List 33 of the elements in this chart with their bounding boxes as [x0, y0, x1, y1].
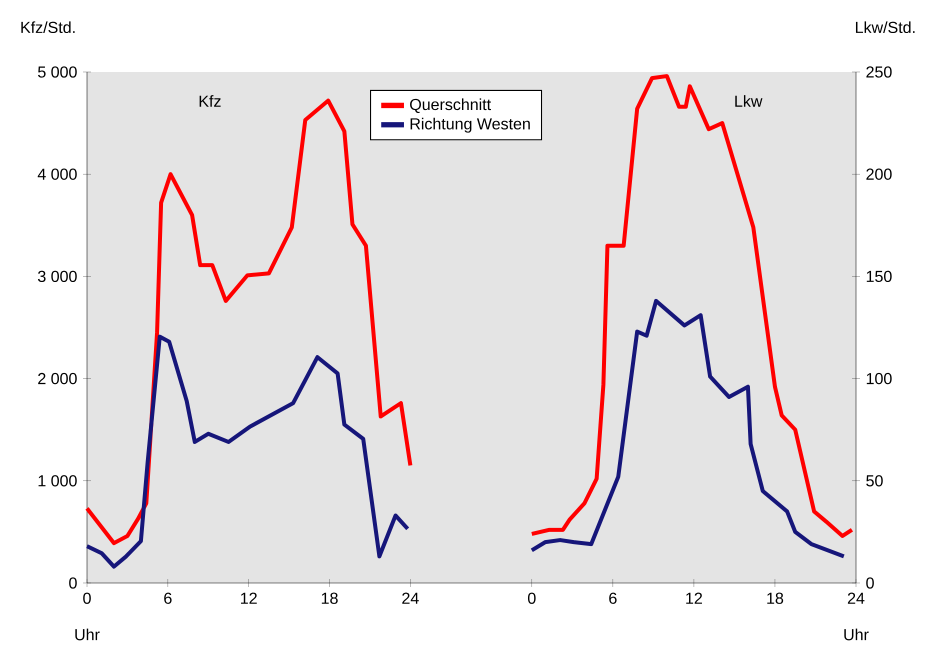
line-series: [530, 74, 854, 538]
y-tick-label: 5 000: [38, 66, 77, 78]
y2-axis-title: Lkw/Std.: [856, 21, 915, 34]
legend-label: Querschnitt: [410, 98, 491, 114]
line-series: [85, 334, 410, 569]
x-tick-label: 0: [528, 592, 536, 604]
y2-tick-label: 0: [866, 577, 874, 589]
x-tick-label: 18: [767, 592, 784, 604]
y2-tick-label: 150: [866, 270, 892, 282]
y2-tick-label: 250: [866, 66, 892, 78]
x-tick-label: 12: [686, 592, 702, 604]
y-tick-label: 3 000: [38, 270, 77, 282]
x-tick-label: 0: [83, 592, 91, 604]
text: Kfz: [200, 95, 221, 107]
y2-tick-label: 100: [866, 372, 892, 384]
y-tick-label: 4 000: [38, 168, 77, 180]
y-tick-label: 1 000: [38, 475, 77, 486]
x-axis-title: Uhr: [844, 628, 869, 640]
y-tick-label: 2 000: [38, 372, 77, 384]
x-tick-label: 12: [241, 592, 257, 604]
y-axis-title: Kfz/Std.: [21, 21, 75, 34]
line-series: [530, 298, 846, 558]
legend-label: Richtung Westen: [410, 118, 530, 133]
x-tick-label: 6: [609, 592, 617, 604]
x-tick-label: 6: [164, 592, 172, 604]
x-axis-title: Uhr: [75, 628, 100, 640]
y2-tick-label: 50: [866, 475, 883, 486]
y2-tick-label: 200: [866, 168, 892, 180]
text: Lkw: [735, 95, 762, 107]
x-tick-label: 18: [322, 592, 338, 604]
x-tick-label: 24: [848, 592, 864, 604]
y-tick-label: 0: [69, 577, 77, 589]
x-tick-label: 24: [402, 592, 419, 604]
